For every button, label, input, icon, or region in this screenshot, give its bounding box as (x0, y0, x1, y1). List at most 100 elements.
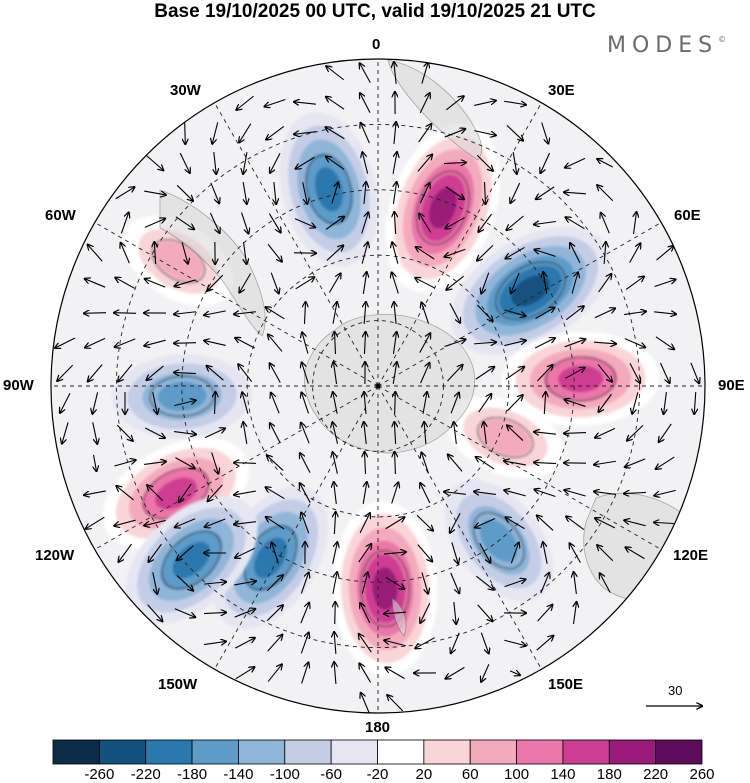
wind-vector (654, 312, 676, 314)
lon-label-90w: 90W (3, 377, 34, 394)
wind-vector (92, 392, 99, 413)
wind-vector (271, 393, 280, 414)
wind-vector (594, 308, 615, 319)
wind-vector (85, 279, 106, 288)
wind-vector (454, 422, 457, 444)
wind-vector (504, 490, 526, 497)
wind-vector (152, 572, 157, 594)
wind-vector (394, 422, 395, 445)
wind-vector (604, 242, 606, 265)
wind-vector (175, 457, 194, 469)
wind-vector (204, 582, 226, 584)
wind-vector (361, 242, 368, 264)
wind-vector (302, 363, 309, 384)
wind-vector (144, 519, 166, 525)
wind-vector (392, 242, 399, 264)
wind-vector (176, 575, 193, 590)
wind-vector (451, 632, 460, 653)
wind-vector (450, 572, 459, 593)
wind-vector (629, 362, 640, 383)
wind-vector (179, 483, 192, 502)
wind-vector (510, 182, 521, 203)
wind-vector (302, 393, 309, 414)
anomaly-indian-low-level (511, 275, 550, 307)
wind-vector (334, 632, 336, 655)
wind-vector (234, 312, 256, 314)
wind-vector (474, 492, 496, 495)
lon-label-120e: 120E (673, 547, 709, 564)
anomaly-indian-high-contour (545, 356, 617, 402)
wind-vector (690, 362, 699, 383)
wind-vector (481, 664, 490, 681)
lon-label-90e: 90E (718, 377, 745, 394)
wind-vector (300, 573, 308, 594)
colorbar-swatch (284, 739, 332, 765)
wind-vector (417, 544, 432, 562)
wind-vector (480, 632, 488, 654)
wind-vector (94, 454, 97, 471)
wind-vector (421, 572, 428, 593)
colorbar-tick-label: 60 (461, 766, 479, 783)
wind-vector (543, 272, 546, 294)
wind-vector (385, 667, 405, 680)
wind-vector (384, 640, 406, 647)
graticule (51, 59, 705, 713)
wind-vector (334, 512, 335, 535)
wind-vector (474, 130, 495, 136)
wind-vector (234, 522, 256, 525)
map-border (50, 58, 706, 714)
wind-vector (418, 124, 432, 143)
wind-vector (394, 122, 396, 145)
wind-vector (241, 212, 249, 234)
anomaly-south-pacific-high-level (154, 477, 197, 510)
wind-vector (484, 422, 487, 444)
anomaly-atlantic-high (385, 123, 501, 293)
wind-vector (301, 513, 310, 534)
wind-vector (267, 456, 284, 471)
wind-vectors (55, 62, 699, 713)
wind-vector (444, 129, 465, 138)
wind-vector (364, 422, 366, 444)
wind-vector (359, 664, 372, 683)
wind-vector (88, 364, 103, 382)
colorbar-swatch (238, 739, 286, 765)
wind-vector (326, 97, 345, 110)
wind-vector (115, 338, 136, 347)
wind-vector (210, 182, 219, 203)
wind-vector (624, 520, 646, 527)
page-title: Base 19/10/2025 00 UTC, valid 19/10/2025… (154, 1, 596, 22)
wind-vector (174, 312, 196, 314)
wind-vector (207, 274, 224, 291)
wind-vector (174, 400, 195, 407)
wind-vector (212, 122, 219, 143)
wind-vector (364, 182, 366, 205)
wind-vector (146, 155, 164, 170)
wind-vector (174, 432, 196, 435)
wind-vector (215, 392, 216, 415)
wind-vector (295, 277, 315, 290)
wind-vector (394, 212, 395, 235)
anomaly-antarctic-high-level (479, 419, 532, 456)
wind-vector (60, 392, 71, 413)
wind-vector (597, 185, 614, 202)
wind-vector (654, 280, 676, 288)
wind-vector (594, 461, 616, 464)
wind-vector (62, 422, 69, 443)
wind-vector (394, 62, 396, 84)
wind-vector (268, 335, 283, 352)
wind-vector (535, 308, 554, 319)
colorbar-tick-label: 260 (689, 766, 715, 783)
wind-vector (266, 575, 283, 592)
anomaly-pacific-low-far-contour (161, 530, 222, 590)
wind-vector (243, 182, 247, 204)
meridian-line (94, 385, 379, 550)
wind-vector (115, 187, 135, 200)
wind-vector (447, 365, 462, 382)
wind-vector (362, 152, 369, 174)
wind-vector (214, 152, 216, 174)
wind-vector (84, 490, 106, 495)
wind-vector (392, 152, 397, 174)
anomaly-indian-low-contour (495, 261, 566, 320)
wind-vector (120, 213, 128, 234)
wind-vector (659, 362, 669, 383)
